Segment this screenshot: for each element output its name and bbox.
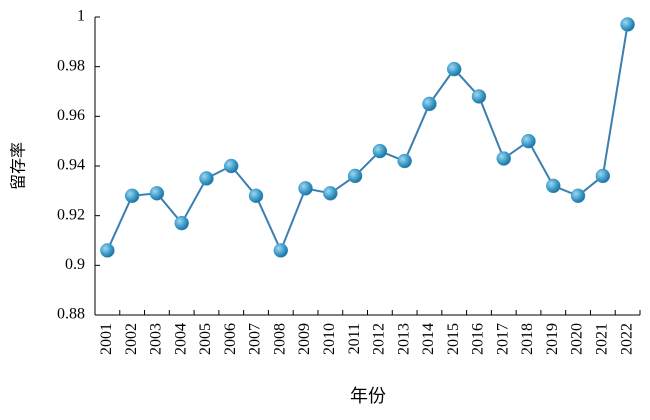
x-tick-label: 2021 (594, 323, 611, 355)
x-tick-label: 2014 (420, 323, 437, 355)
marker (323, 186, 338, 201)
x-tick-label: 2007 (247, 323, 264, 355)
y-tick-label: 0.92 (57, 206, 85, 223)
marker (347, 168, 363, 184)
marker (124, 188, 140, 204)
marker (471, 89, 487, 104)
marker (273, 243, 289, 258)
x-tick-label: 2017 (494, 323, 511, 355)
marker (174, 215, 189, 231)
x-tick-label: 2015 (445, 323, 462, 355)
x-axis-label: 年份 (350, 386, 386, 406)
marker (546, 178, 561, 194)
marker (496, 151, 511, 166)
x-tick-label: 2002 (123, 323, 140, 355)
y-axis-label: 留存率 (10, 142, 28, 190)
marker (422, 96, 437, 112)
x-tick-label: 2008 (271, 323, 288, 355)
marker (149, 186, 165, 201)
x-tick-label: 2005 (197, 323, 214, 355)
x-tick-label: 2011 (346, 323, 363, 354)
marker (100, 243, 115, 258)
marker (298, 181, 313, 196)
x-tick-label: 2009 (296, 323, 313, 355)
y-tick-label: 0.9 (65, 256, 85, 273)
marker (570, 188, 586, 204)
marker (199, 171, 214, 186)
marker (620, 17, 635, 32)
marker (595, 168, 611, 184)
y-tick-label: 0.94 (57, 157, 85, 174)
marker (446, 61, 462, 77)
marker (248, 188, 264, 204)
x-tick-label: 2020 (569, 323, 586, 355)
y-tick-label: 0.98 (57, 57, 85, 74)
marker (521, 133, 536, 149)
x-tick-label: 2018 (519, 323, 536, 355)
x-tick-label: 2012 (371, 323, 388, 355)
marker (397, 153, 412, 169)
x-tick-label: 2004 (172, 323, 189, 355)
x-tick-label: 2001 (98, 323, 115, 355)
x-tick-label: 2006 (222, 323, 239, 355)
line (106, 24, 629, 253)
marker (372, 143, 388, 159)
marker (224, 158, 239, 174)
x-tick-label: 2003 (148, 323, 165, 355)
y-tick-label: 1 (77, 8, 85, 25)
x-tick-label: 2016 (470, 323, 487, 355)
y-tick-label: 0.96 (57, 107, 85, 124)
y-tick-label: 0.88 (57, 306, 85, 323)
x-tick-label: 2010 (321, 323, 338, 355)
x-tick-label: 2013 (395, 323, 412, 355)
x-tick-label: 2022 (618, 323, 635, 355)
x-tick-label: 2019 (544, 323, 561, 355)
